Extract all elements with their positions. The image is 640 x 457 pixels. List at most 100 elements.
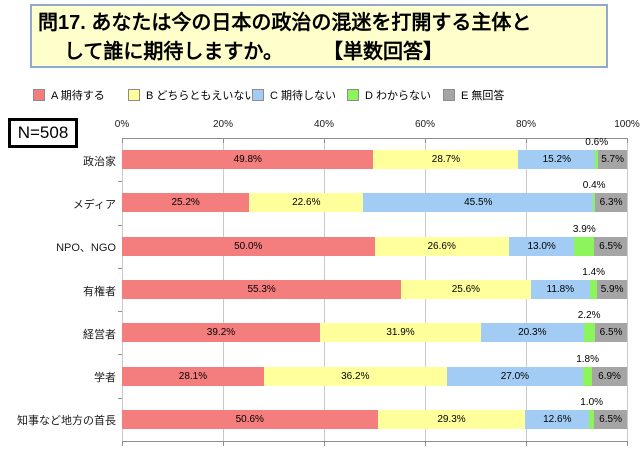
legend-swatch-icon [252, 89, 264, 101]
legend-swatch-icon [347, 89, 359, 101]
row-boundary-tick [118, 311, 122, 312]
segment-value-label: 20.3% [518, 327, 547, 338]
category-label: 学者 [94, 372, 116, 384]
bar-segment [363, 193, 594, 212]
category-label: 知事など地方の首長 [17, 415, 116, 427]
sample-size-label: N=508 [17, 123, 69, 142]
segment-value-label: 45.5% [464, 197, 493, 208]
top-axis-line [122, 138, 627, 139]
bar-segment [377, 410, 526, 429]
legend-item: D わからない [347, 87, 431, 103]
segment-value-label: 0.6% [585, 137, 609, 148]
bar-segment [589, 410, 595, 429]
bar-segment [319, 323, 482, 342]
segment-value-label: 3.9% [572, 224, 596, 235]
segment-value-label: 2.2% [577, 310, 601, 321]
bar-segment [446, 367, 584, 386]
axis-tick-label: 20% [212, 119, 234, 130]
bar-segment [595, 150, 599, 169]
segment-value-label: 13.0% [527, 241, 556, 252]
bar-segment [249, 193, 364, 212]
bar-segment [122, 237, 375, 256]
segment-value-label: 36.2% [341, 371, 370, 382]
legend-item: A 期待する [33, 87, 105, 103]
bar-segment [597, 280, 627, 299]
segment-value-label: 15.2% [542, 154, 571, 165]
row-boundary-tick [118, 268, 122, 269]
segment-value-label: 5.9% [600, 284, 624, 295]
axis-tick-mark [223, 441, 224, 446]
segment-value-label: 1.4% [582, 267, 606, 278]
gridline [627, 138, 628, 441]
segment-value-label: 0.4% [582, 180, 606, 191]
segment-value-label: 5.7% [601, 154, 624, 165]
segment-value-label: 1.0% [580, 397, 604, 408]
axis-tick-label: 80% [515, 119, 537, 130]
axis-tick-label: 0% [114, 119, 130, 130]
answer-type-tag: 【単数回答】 [333, 41, 443, 63]
segment-value-label: 6.5% [599, 327, 623, 338]
segment-value-label: 12.6% [543, 414, 572, 425]
category-label: NPO、NGO [56, 242, 116, 254]
bar-segment [598, 150, 627, 169]
bar-segment [481, 323, 584, 342]
segment-value-label: 6.5% [599, 241, 622, 252]
bar-segment [401, 280, 531, 299]
bar-segment [594, 410, 627, 429]
sample-size-box: N=508 [8, 118, 78, 148]
bar-segment [593, 193, 596, 212]
category-label: 有権者 [83, 286, 116, 298]
axis-tick-label: 100% [614, 119, 640, 130]
segment-value-label: 6.5% [599, 414, 622, 425]
segment-value-label: 6.3% [599, 197, 623, 208]
axis-tick-label: 40% [313, 119, 335, 130]
segment-value-label: 55.3% [247, 284, 276, 295]
axis-tick-mark [627, 441, 628, 446]
segment-value-label: 1.8% [576, 354, 600, 365]
axis-tick-mark [324, 441, 325, 446]
segment-value-label: 50.6% [235, 414, 264, 425]
bar-segment [508, 237, 575, 256]
axis-tick-mark [526, 441, 527, 446]
legend-item: E 無回答 [443, 87, 504, 103]
segment-value-label: 28.7% [431, 154, 461, 165]
bar-segment [122, 193, 250, 212]
bar-segment [530, 280, 591, 299]
segment-value-label: 39.2% [206, 327, 236, 338]
legend-label: E 無回答 [461, 90, 505, 102]
legend-swatch-icon [128, 89, 140, 101]
bar-segment [122, 280, 402, 299]
segment-value-label: 6.9% [598, 371, 621, 382]
bottom-axis-line [122, 441, 627, 442]
bar-segment [263, 367, 447, 386]
question-title-line2: して誰に期待しますか。 【単数回答】 [64, 38, 600, 67]
legend-item: C 期待しない [252, 87, 336, 103]
legend-label: C 期待しない [270, 90, 336, 102]
bar-segment [583, 367, 593, 386]
question-title-box: 問17. あなたは今の日本の政治の混迷を打開する主体と して誰に期待しますか。 【… [30, 4, 608, 68]
segment-value-label: 26.6% [427, 241, 456, 252]
axis-tick-mark [122, 138, 123, 143]
chart-legend: A 期待する B どちらともえいない C 期待しない D わからない E 無回答 [0, 87, 640, 103]
category-label: 経営者 [83, 329, 116, 341]
row-boundary-tick [118, 398, 122, 399]
segment-value-label: 22.6% [292, 197, 321, 208]
segment-value-label: 25.6% [451, 284, 481, 295]
bar-segment [594, 237, 627, 256]
axis-tick-label: 60% [414, 119, 436, 130]
segment-value-label: 29.3% [437, 414, 466, 425]
axis-tick-mark [324, 138, 325, 143]
bar-segment [373, 150, 519, 169]
legend-swatch-icon [33, 89, 45, 101]
segment-value-label: 25.2% [171, 197, 200, 208]
bar-segment [583, 323, 595, 342]
category-label: メディア [72, 199, 116, 211]
axis-tick-mark [526, 138, 527, 143]
segment-value-label: 28.1% [178, 371, 208, 382]
bar-segment [595, 193, 627, 212]
question-title-line1: 問17. あなたは今の日本の政治の混迷を打開する主体と [38, 12, 532, 34]
category-label: 政治家 [83, 156, 116, 168]
segment-value-label: 49.8% [233, 154, 262, 165]
legend-label: A 期待する [51, 90, 105, 102]
bar-segment [122, 410, 378, 429]
